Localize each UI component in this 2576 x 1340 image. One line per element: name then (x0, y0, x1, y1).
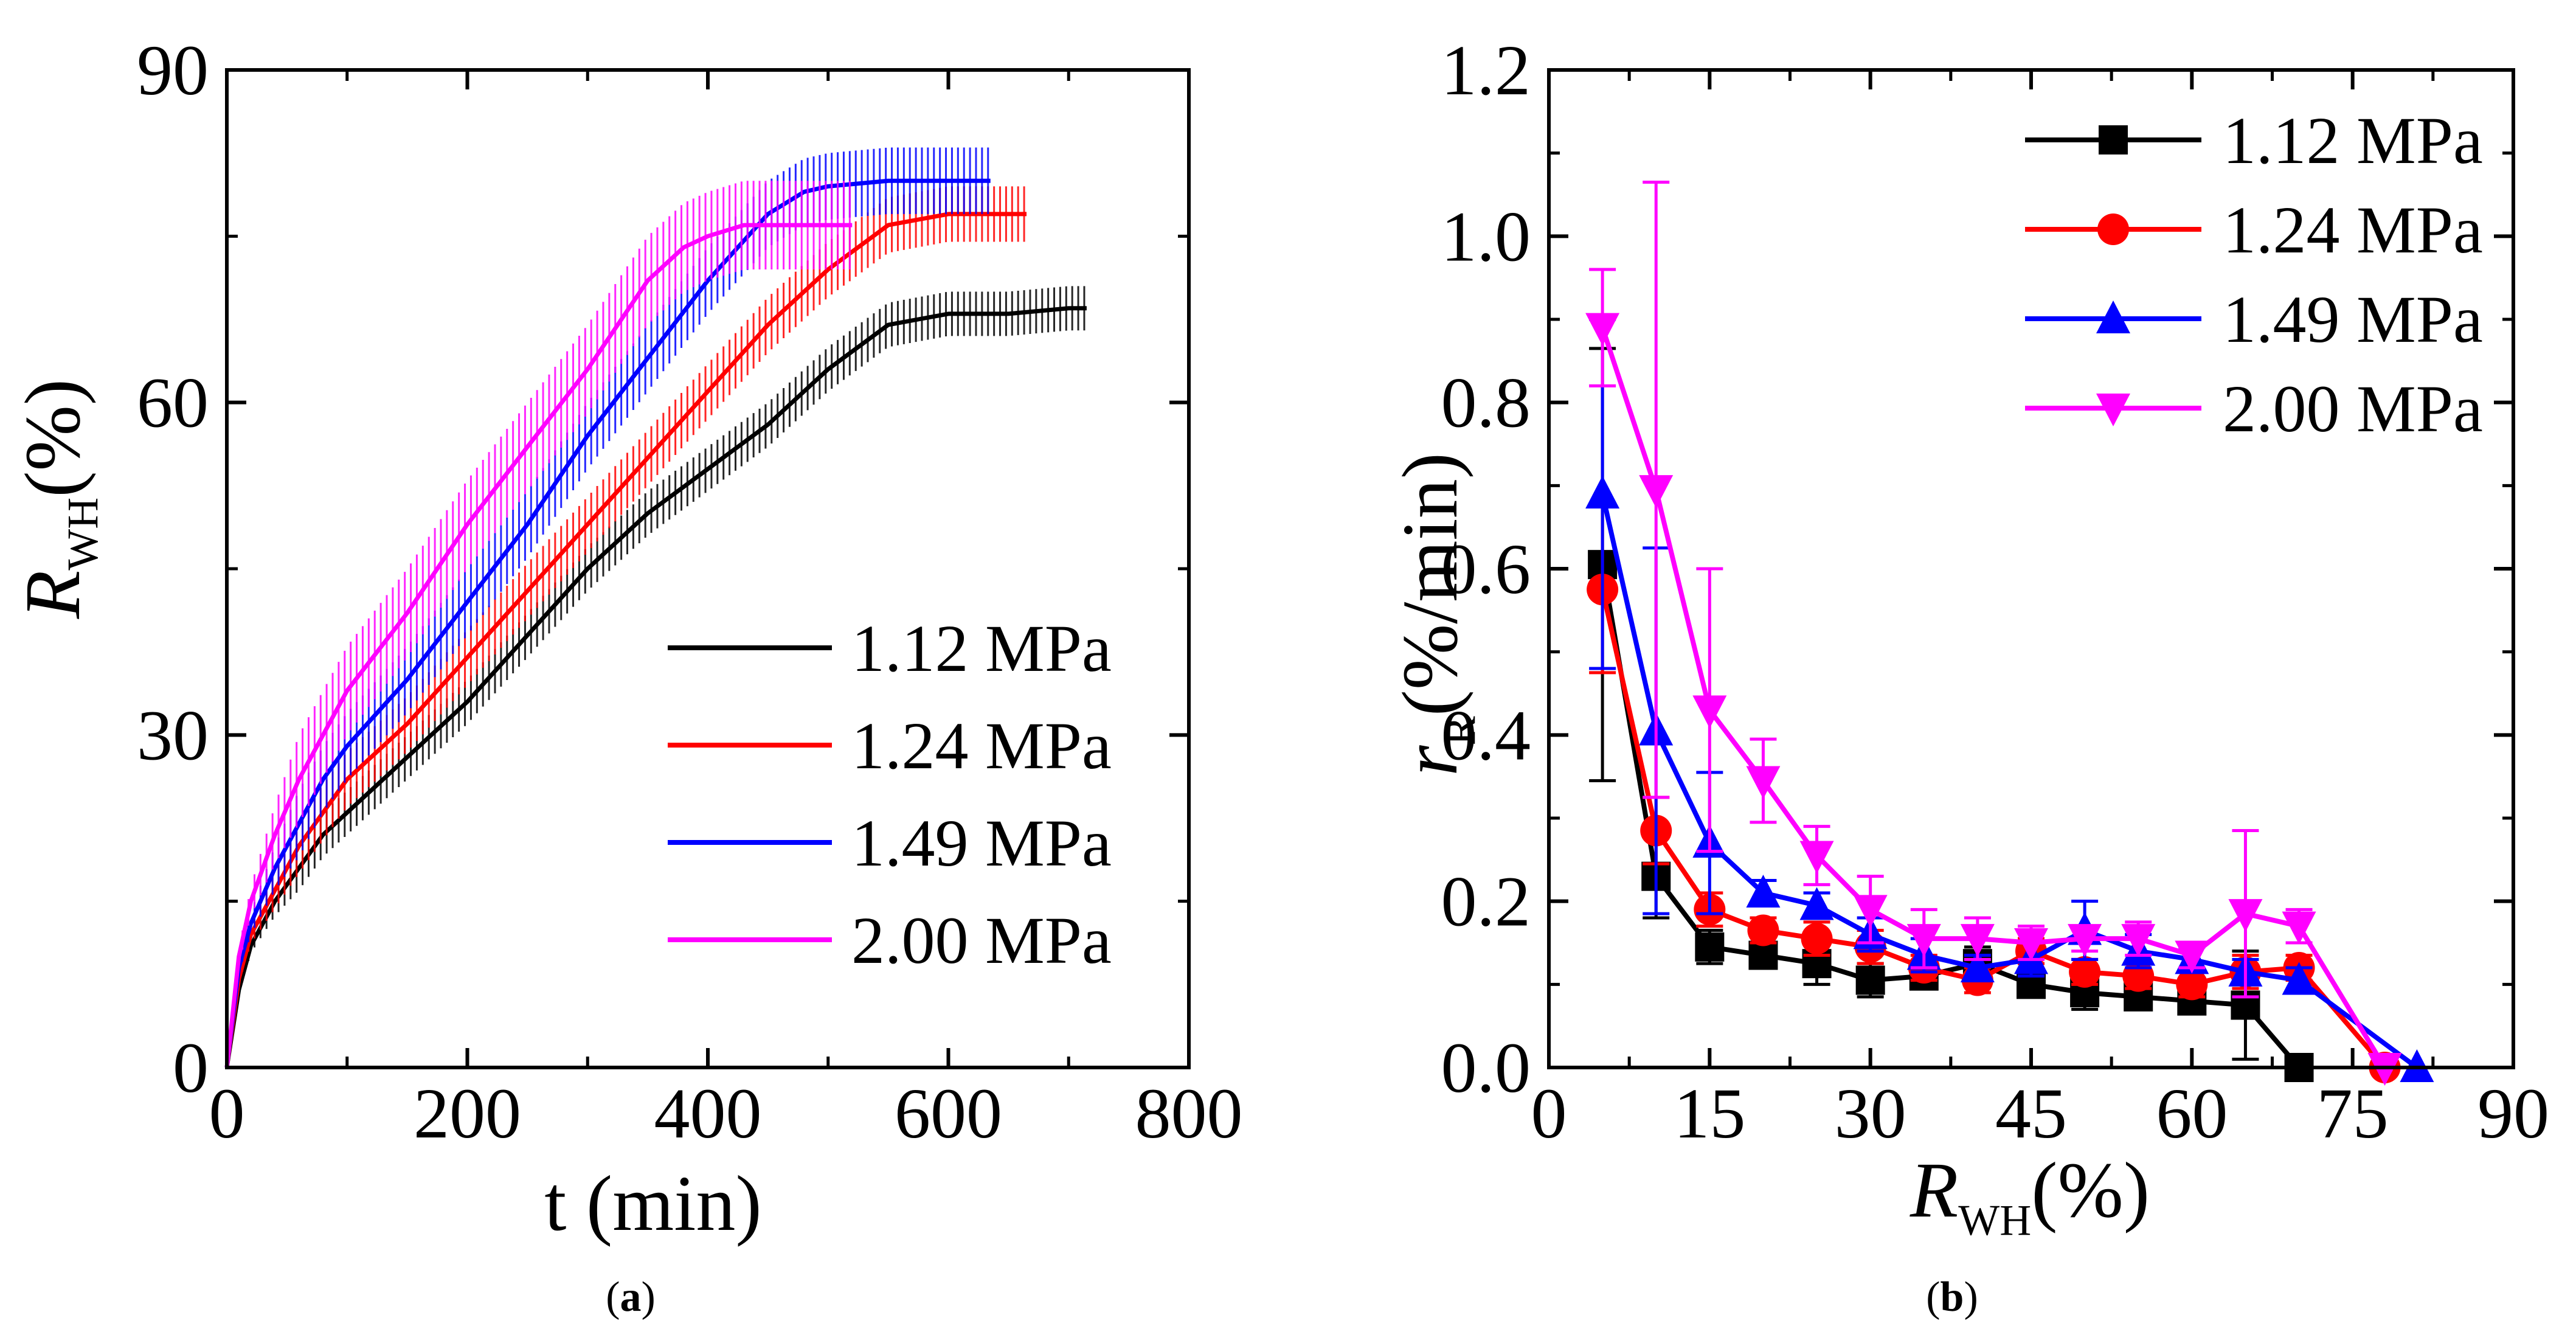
panel-b-legend-marker (2099, 125, 2128, 154)
panel-b-series (1585, 181, 2434, 1086)
panel-a-tick-labels: 0 200 400 600 800 0 30 60 90 (137, 30, 1243, 1153)
panel-a-y-tick-label: 60 (137, 363, 209, 443)
panel-b-series-200-point (1585, 313, 1620, 346)
panel-b-series-200-point (2014, 928, 2048, 961)
panel-b-y-tick-label: 0.2 (1441, 862, 1531, 942)
panel-b-x-tick-label: 30 (1835, 1074, 1906, 1153)
panel-b-y-tick-label: 0.6 (1441, 529, 1531, 609)
panel-b-series-200-point (1692, 695, 1727, 729)
panel-a-x-tick-label: 600 (895, 1074, 1002, 1153)
panel-b-y-tick-label: 1.2 (1441, 30, 1531, 110)
panel-a-series (224, 147, 1087, 1068)
panel-b-series-124-point (1747, 914, 1779, 946)
panel-b-tick-labels: 0 15 30 45 60 75 90 0.0 0.2 0.4 0.6 0.8 1.0 1.2 (1441, 30, 2550, 1153)
panel-b-series-200-point (1906, 924, 1941, 957)
panel-a-legend: 1.12 MPa 1.24 MPa 1.49 MPa 2.00 MPa (668, 611, 1112, 977)
panel-b-x-tick-label: 0 (1531, 1074, 1567, 1153)
panel-a-y-tick-label: 0 (173, 1028, 209, 1108)
panel-a-series-124-line (224, 212, 1027, 1068)
panel-a-y-tick-label: 30 (137, 695, 209, 775)
panel-b-x-tick-label: 15 (1674, 1074, 1745, 1153)
panel-a-caption: (a) (606, 1274, 656, 1321)
panel-b-x-tick-label: 90 (2477, 1074, 2549, 1153)
panel-b-series-200-point (1799, 841, 1834, 874)
panel-b-series-200-point (1639, 475, 1674, 509)
panel-b-legend-label: 1.24 MPa (2223, 193, 2483, 267)
panel-a-axes (225, 68, 1191, 1069)
panel-b-y-axis-unit: (%/min) (1387, 453, 1474, 716)
panel-b-series-149-point (1585, 476, 1620, 509)
panel-a-series-149-line (224, 178, 991, 1068)
panel-b-x-tick-label: 75 (2317, 1074, 2389, 1153)
panel-b-x-axis-title: RWH(%) (1909, 1147, 2150, 1245)
panel-b-series-149-point (1799, 887, 1834, 920)
panel-b-legend-marker (2096, 394, 2130, 426)
panel-b-series-124-point (2069, 956, 2101, 988)
panel-a-x-tick-label: 0 (209, 1074, 245, 1153)
panel-b-legend-label: 2.00 MPa (2223, 372, 2483, 446)
panel-b-y-tick-label: 1.0 (1441, 196, 1531, 276)
panel-b-y-tick-label: 0.4 (1441, 695, 1531, 775)
panel-a-x-tick-label: 800 (1135, 1074, 1243, 1153)
panel-b-series-149-point (1960, 949, 1995, 982)
panel-a-legend-label: 2.00 MPa (851, 903, 1112, 977)
panel-a-y-axis-title: RWH(%) (9, 379, 107, 619)
panel-b-y-tick-label: 0.8 (1441, 363, 1531, 443)
panel-b-x-axis-sub: WH (1958, 1196, 2031, 1245)
panel-b-series-112-point (1855, 965, 1885, 995)
panel-a-y-axis-sub: WH (58, 498, 107, 571)
panel-a-x-tick-label: 200 (414, 1074, 521, 1153)
panel-b-x-axis-main: R (1909, 1147, 1958, 1234)
panel-a-legend-label: 1.24 MPa (851, 709, 1112, 783)
panel-a-y-tick-label: 90 (137, 30, 209, 110)
panel-b-series-200-point (2068, 924, 2102, 957)
panel-b-legend-marker (2097, 213, 2129, 245)
panel-a-x-axis-title: t (min) (544, 1160, 761, 1248)
panel-a-legend-label: 1.49 MPa (851, 806, 1112, 880)
panel-b-y-axis-sub: R (1436, 716, 1484, 745)
panel-b-series-149-point (1746, 875, 1781, 908)
panel-a-caption-letter: a (620, 1274, 642, 1321)
panel-a-legend-label: 1.12 MPa (851, 611, 1112, 686)
panel-b-x-axis-unit: (%) (2031, 1147, 2150, 1234)
panel-b-legend-marker (2096, 300, 2130, 333)
panel-b-series-200-point (1960, 924, 1995, 957)
panel-a-series-200-line (224, 223, 853, 1068)
panel-a: 0 200 400 600 800 0 30 60 90 t (min) RWH(%) 1.12… (9, 30, 1243, 1321)
panel-b: 0 15 30 45 60 75 900.00.20.40.60.81.01.2 RWH(%… (1387, 30, 2549, 1321)
panel-b-legend-label: 1.12 MPa (2223, 103, 2483, 178)
panel-b-x-tick-label: 60 (2156, 1074, 2228, 1153)
panel-b-series-200-point (1853, 895, 1888, 928)
panel-b-series-149-point (2282, 962, 2316, 995)
panel-b-axes (1547, 68, 2515, 1069)
panel-a-y-axis-unit: (%) (9, 379, 97, 498)
panel-b-series-124-line (1600, 589, 2387, 1069)
panel-b-series-200-point (2175, 940, 2209, 974)
panel-b-series-112-point (1695, 932, 1725, 962)
panel-b-caption-letter: b (1941, 1274, 1964, 1321)
panel-b-y-tick-label: 0.0 (1441, 1028, 1531, 1108)
panel-a-x-tick-label: 400 (654, 1074, 762, 1153)
panel-b-series-124-point (2176, 968, 2208, 1001)
panel-a-y-axis-main: R (9, 571, 97, 619)
panel-b-caption: (b) (1926, 1274, 1978, 1321)
panel-b-legend: 1.12 MPa 1.24 MPa 1.49 MPa 2.00 MPa (2025, 103, 2483, 446)
panel-b-y-axis-main: r (1387, 745, 1474, 776)
panel-b-series-200-point (2121, 924, 2156, 957)
panel-b-y-axis-title: rR(%/min) (1387, 453, 1484, 776)
panel-b-series-124-point (1801, 923, 1833, 955)
panel-b-x-tick-label: 45 (1995, 1074, 2067, 1153)
panel-b-legend-label: 1.49 MPa (2223, 282, 2483, 356)
panel-b-series-200-point (1746, 766, 1781, 799)
panel-b-series-200-point (2282, 911, 2316, 945)
panel-b-series-200-point (2228, 899, 2263, 932)
